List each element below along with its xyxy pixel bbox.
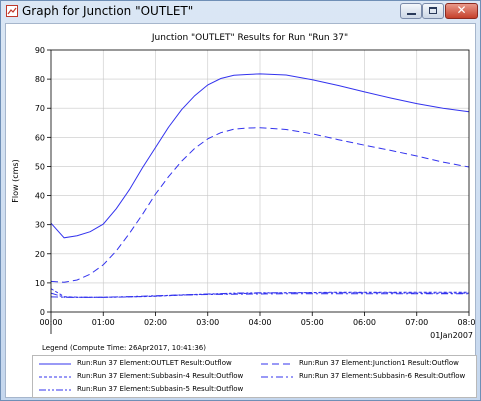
graph-app-icon: [6, 5, 18, 17]
minimize-icon: [407, 13, 416, 15]
series-lines: [50, 73, 470, 298]
y-tick-label: 60: [35, 133, 45, 142]
x-tick-label: 07:00: [405, 318, 428, 327]
y-tick-label: 70: [35, 104, 45, 113]
legend-label-junction1: Run:Run 37 Element:Junction1 Result:Outf…: [299, 359, 459, 367]
x-tick-label: 06:00: [353, 318, 376, 327]
y-tick-label: 30: [35, 221, 45, 230]
x-tick-label: 03:00: [196, 318, 219, 327]
x-tick-label: 08:00: [457, 318, 475, 327]
maximize-button[interactable]: [422, 3, 444, 19]
y-tick-label: 90: [35, 46, 45, 55]
chart-title: Junction "OUTLET" Results for Run "Run 3…: [151, 33, 348, 43]
date-label: 01Jan2007: [430, 331, 473, 340]
x-tick-label: 02:00: [144, 318, 167, 327]
minimize-button[interactable]: [400, 3, 422, 19]
series-line-4: [50, 292, 469, 298]
legend-label-subbasin-4: Run:Run 37 Element:Subbasin-4 Result:Out…: [77, 372, 244, 380]
flow-chart[interactable]: Junction "OUTLET" Results for Run "Run 3…: [6, 24, 475, 342]
maximize-icon: [429, 7, 437, 14]
close-icon: ✕: [456, 3, 467, 17]
x-tick-label: 01:00: [92, 318, 115, 327]
x-tick-label: 04:00: [248, 318, 271, 327]
close-button[interactable]: ✕: [445, 3, 478, 19]
y-tick-label: 20: [35, 250, 45, 259]
legend: Run:Run 37 Element:OUTLET Result:Outflow…: [32, 355, 477, 398]
grid: [51, 50, 469, 312]
y-tick-label: 50: [35, 162, 45, 171]
y-tick-label: 0: [40, 308, 45, 317]
legend-title: Legend (Compute Time: 26Apr2017, 10:41:3…: [42, 344, 206, 352]
title-bar[interactable]: Graph for Junction "OUTLET" ✕: [1, 1, 480, 23]
x-tick-label: 05:00: [301, 318, 324, 327]
y-tick-label: 40: [35, 192, 45, 201]
window-title: Graph for Junction "OUTLET": [22, 4, 194, 18]
plot-frame: [50, 49, 470, 313]
chart-background: [6, 24, 475, 342]
y-tick-label: 10: [35, 279, 45, 288]
y-axis-label: Flow (cms): [11, 159, 20, 202]
legend-label-outlet: Run:Run 37 Element:OUTLET Result:Outflow: [77, 359, 232, 367]
series-line-1: [50, 127, 470, 283]
legend-label-subbasin-5: Run:Run 37 Element:Subbasin-5 Result:Out…: [77, 385, 244, 393]
graph-panel: Junction "OUTLET" Results for Run "Run 3…: [5, 23, 477, 398]
y-tick-label: 80: [35, 75, 45, 84]
legend-label-subbasin-6: Run:Run 37 Element:Subbasin-6 Result:Out…: [299, 372, 466, 380]
series-line-0: [50, 73, 470, 239]
